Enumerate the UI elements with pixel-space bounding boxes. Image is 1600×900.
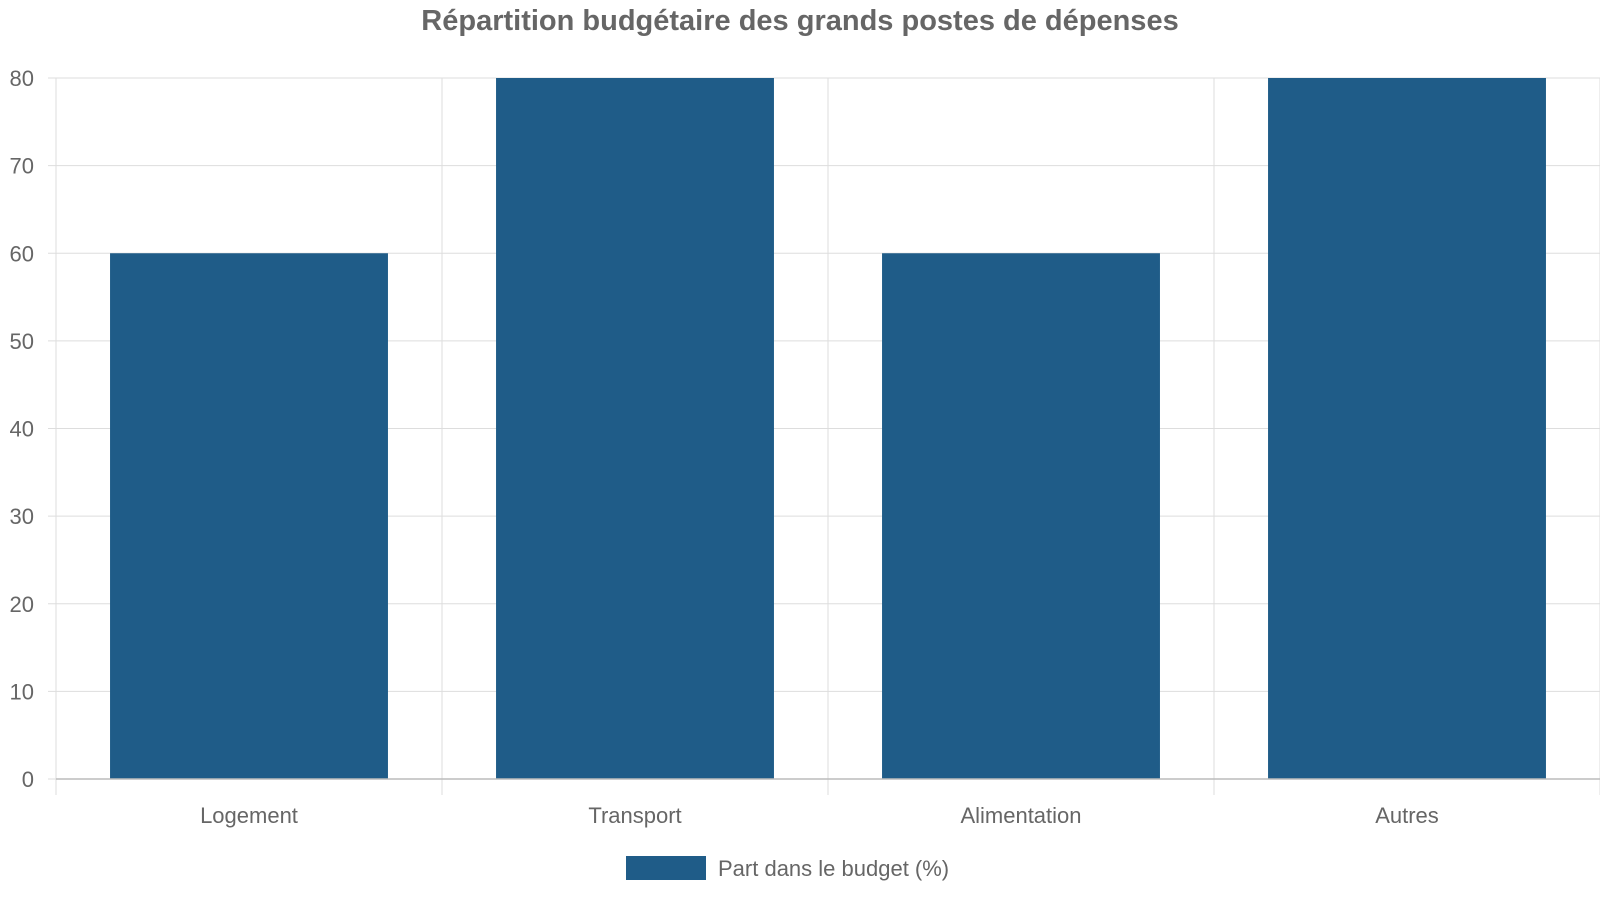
x-tick-label: Autres: [1375, 803, 1439, 828]
bar-transport[interactable]: [496, 78, 774, 779]
legend-label: Part dans le budget (%): [718, 856, 949, 881]
x-tick-label: Alimentation: [960, 803, 1081, 828]
bar-alimentation[interactable]: [882, 253, 1160, 779]
y-tick-label: 0: [22, 767, 34, 792]
bar-logement[interactable]: [110, 253, 388, 779]
y-tick-label: 70: [10, 154, 34, 179]
y-tick-label: 30: [10, 504, 34, 529]
y-tick-label: 50: [10, 329, 34, 354]
x-axis-ticks: Logement Transport Alimentation Autres: [200, 803, 1439, 828]
y-axis-ticks: 0 10 20 30 40 50 60 70 80: [10, 66, 56, 792]
chart-title: Répartition budgétaire des grands postes…: [421, 5, 1178, 37]
legend[interactable]: Part dans le budget (%): [626, 856, 949, 881]
y-tick-label: 40: [10, 417, 34, 442]
y-tick-label: 60: [10, 241, 34, 266]
y-tick-label: 20: [10, 592, 34, 617]
y-tick-label: 80: [10, 66, 34, 91]
y-tick-label: 10: [10, 679, 34, 704]
bars: [110, 78, 1546, 779]
legend-swatch[interactable]: [626, 856, 706, 880]
x-tick-label: Transport: [588, 803, 681, 828]
bar-autres[interactable]: [1268, 78, 1546, 779]
x-tick-label: Logement: [200, 803, 298, 828]
